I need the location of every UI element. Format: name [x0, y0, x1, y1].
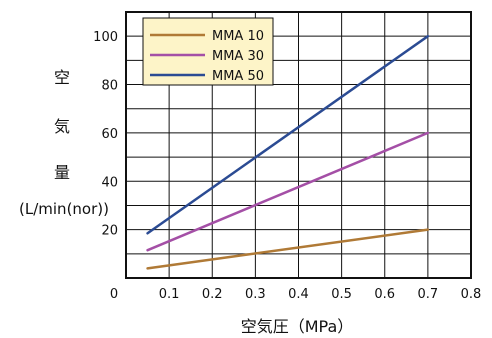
y-axis-unit: (L/min(nor)): [19, 200, 109, 218]
legend-label-2: MMA 50: [212, 69, 264, 84]
plot-frame: [125, 11, 472, 279]
x-tick-label-3: 0.3: [245, 287, 266, 302]
y-tick-labels: 20 40 60 80 100: [93, 30, 118, 238]
x-tick-label-4: 0.4: [288, 287, 309, 302]
y-axis-label-char-2: 気: [54, 117, 70, 136]
x-tick-label-5: 0.5: [331, 287, 352, 302]
legend: MMA 10 MMA 30 MMA 50: [142, 17, 274, 86]
series-line-mma-10: [146, 228, 430, 270]
x-tick-label-1: 0.1: [159, 287, 180, 302]
y-tick-label-1: 40: [101, 175, 118, 190]
series-lines: [146, 34, 430, 270]
y-tick-label-4: 100: [93, 30, 118, 45]
x-tick-labels: 0 0.1 0.2 0.3 0.4 0.5 0.6 0.7 0.8: [110, 287, 481, 302]
y-axis-label-char-1: 空: [54, 68, 70, 87]
x-axis-label: 空気圧（MPa）: [241, 317, 354, 336]
x-tick-label-6: 0.6: [374, 287, 395, 302]
legend-label-1: MMA 30: [212, 49, 264, 64]
legend-label-0: MMA 10: [212, 29, 264, 44]
y-tick-label-3: 80: [101, 79, 118, 94]
series-line-mma-30: [146, 131, 430, 252]
y-axis-label-char-3: 量: [54, 163, 70, 182]
x-tick-label-7: 0.7: [418, 287, 439, 302]
x-tick-label-8: 0.8: [461, 287, 482, 302]
x-tick-label-2: 0.2: [202, 287, 223, 302]
x-tick-label-0: 0: [110, 287, 118, 302]
series-line-mma-50: [146, 34, 430, 235]
y-tick-label-0: 20: [101, 224, 118, 239]
y-tick-label-2: 60: [101, 127, 118, 142]
grid: [126, 12, 471, 278]
